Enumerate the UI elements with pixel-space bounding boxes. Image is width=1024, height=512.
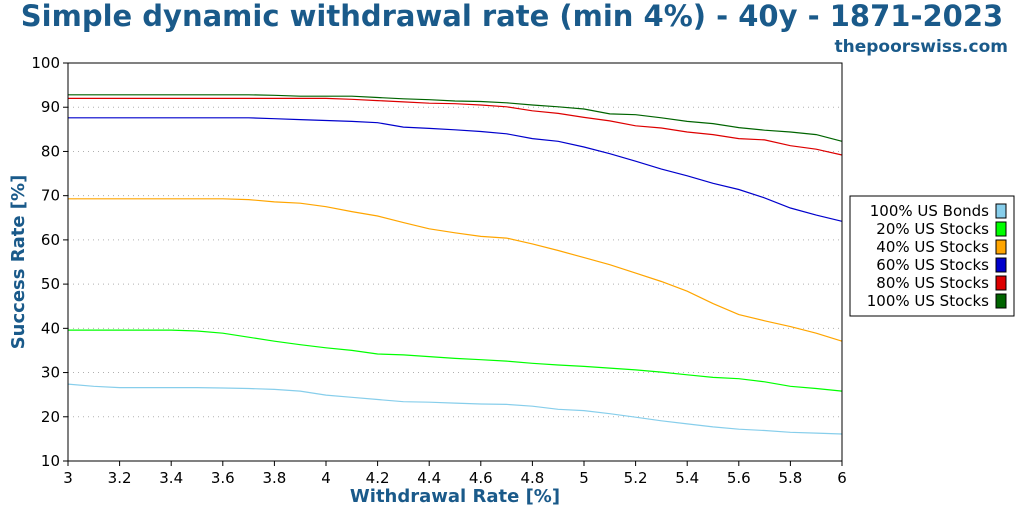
series-line-80pct-us-stocks xyxy=(68,97,843,156)
y-tick-label: 90 xyxy=(41,98,60,116)
x-tick-label: 5.2 xyxy=(624,469,648,487)
x-tick-label: 4.8 xyxy=(520,469,544,487)
y-tick-label: 100 xyxy=(31,54,60,72)
x-tick-label: 5.4 xyxy=(675,469,699,487)
legend-label: 20% US Stocks xyxy=(876,220,989,238)
x-tick-label: 5.8 xyxy=(778,469,802,487)
site-url: thepoorswiss.com xyxy=(835,37,1009,57)
x-axis: 3 3.2 3.4 3.6 3.8 4 4.2 4.4 4.6 4.8 5 5.2 5.4 5.6 5.8 6 xyxy=(63,461,847,487)
y-tick-label: 40 xyxy=(41,319,60,337)
chart-title: Simple dynamic withdrawal rate (min 4%) … xyxy=(21,0,1003,33)
x-axis-title: Withdrawal Rate [%] xyxy=(350,486,560,507)
y-axis-title: Success Rate [%] xyxy=(8,175,29,350)
x-tick-label: 5.6 xyxy=(727,469,751,487)
series-line-100pct-us-stocks xyxy=(68,94,843,142)
x-tick-label: 4 xyxy=(321,469,331,487)
legend-label: 60% US Stocks xyxy=(876,256,989,274)
series-line-20pct-us-stocks xyxy=(68,329,843,392)
legend-label: 100% US Stocks xyxy=(867,292,989,310)
x-tick-label: 5 xyxy=(579,469,589,487)
legend-label: 40% US Stocks xyxy=(876,238,989,256)
plot-area xyxy=(67,62,843,462)
legend-swatch xyxy=(995,239,1007,255)
legend-label: 80% US Stocks xyxy=(876,274,989,292)
x-tick-label: 3 xyxy=(63,469,73,487)
series-line-40pct-us-stocks xyxy=(68,198,843,342)
y-tick-label: 20 xyxy=(41,408,60,426)
y-axis: 10 20 30 40 50 60 70 80 90 100 xyxy=(31,54,68,470)
x-tick-label: 4.6 xyxy=(469,469,493,487)
grid-lines xyxy=(68,106,842,418)
legend-label: 100% US Bonds xyxy=(870,202,989,220)
x-tick-label: 3.4 xyxy=(159,469,183,487)
legend-swatch xyxy=(995,293,1007,309)
y-tick-label: 30 xyxy=(41,364,60,382)
x-tick-label: 3.2 xyxy=(108,469,132,487)
legend-swatch xyxy=(995,275,1007,291)
y-tick-label: 50 xyxy=(41,275,60,293)
legend-box xyxy=(849,195,1015,317)
y-tick-label: 10 xyxy=(41,452,60,470)
y-tick-label: 70 xyxy=(41,187,60,205)
legend-swatch xyxy=(995,257,1007,273)
x-tick-label: 3.6 xyxy=(211,469,235,487)
series-line-100pct-us-bonds xyxy=(67,383,843,435)
y-tick-label: 80 xyxy=(41,142,60,160)
series-line-60pct-us-stocks xyxy=(68,117,843,222)
x-tick-label: 4.2 xyxy=(366,469,390,487)
x-tick-label: 6 xyxy=(837,469,847,487)
series-lines xyxy=(67,94,843,435)
legend-swatch xyxy=(995,221,1007,237)
x-tick-label: 3.8 xyxy=(262,469,286,487)
x-tick-label: 4.4 xyxy=(417,469,441,487)
y-tick-label: 60 xyxy=(41,231,60,249)
legend-swatch xyxy=(995,203,1007,219)
